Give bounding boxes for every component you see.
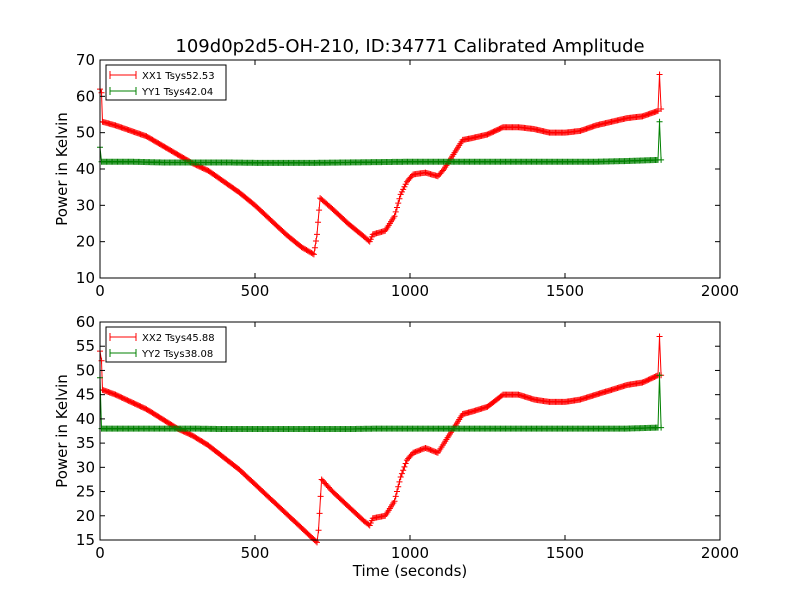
data-point bbox=[656, 333, 663, 340]
y-tick-label: 40 bbox=[76, 160, 95, 178]
x-tick-label: 0 bbox=[95, 544, 105, 562]
x-tick-label: 1000 bbox=[391, 544, 429, 562]
data-point bbox=[392, 208, 399, 215]
panel-1: 0 500 1000 1500 2000 10 20 30 40 50 60 70 Power in K… bbox=[53, 51, 739, 300]
series-2 bbox=[97, 118, 665, 166]
data-point bbox=[656, 372, 663, 379]
data-point bbox=[658, 156, 665, 163]
data-point bbox=[398, 188, 405, 195]
x-tick-label: 0 bbox=[95, 282, 105, 300]
y-tick-label: 50 bbox=[76, 124, 95, 142]
data-point bbox=[655, 107, 661, 114]
series-2 bbox=[97, 372, 665, 433]
legend-marker bbox=[109, 349, 137, 357]
data-point bbox=[398, 470, 405, 477]
x-tick-label: 2000 bbox=[701, 544, 739, 562]
data-point bbox=[396, 478, 403, 485]
legend-marker bbox=[109, 87, 137, 95]
data-point bbox=[316, 510, 323, 517]
data-point bbox=[396, 195, 403, 202]
legend: XX2 Tsys45.88 YY2 Tsys38.08 bbox=[105, 326, 227, 363]
data-point bbox=[310, 251, 317, 258]
data-point bbox=[653, 372, 660, 379]
data-point bbox=[397, 474, 404, 481]
y-tick-label: 55 bbox=[76, 337, 95, 355]
data-point bbox=[309, 250, 316, 257]
data-point bbox=[98, 89, 105, 96]
data-point bbox=[395, 200, 402, 207]
data-point bbox=[397, 191, 404, 198]
legend-box bbox=[105, 326, 227, 363]
data-point bbox=[656, 71, 663, 78]
legend-box bbox=[105, 64, 227, 101]
data-point bbox=[312, 538, 319, 545]
x-tick-label: 1500 bbox=[546, 282, 584, 300]
legend-label: XX1 Tsys52.53 bbox=[142, 71, 215, 82]
series-1 bbox=[97, 333, 665, 546]
y-tick-label: 10 bbox=[76, 269, 95, 287]
y-tick-label: 30 bbox=[76, 458, 95, 476]
y-tick-label: 60 bbox=[76, 313, 95, 331]
data-point bbox=[401, 463, 408, 470]
data-point bbox=[392, 493, 399, 500]
legend-marker bbox=[109, 333, 137, 341]
x-tick-label: 1500 bbox=[546, 544, 584, 562]
y-tick-label: 15 bbox=[76, 531, 95, 549]
legend-label: XX2 Tsys45.88 bbox=[142, 333, 215, 344]
series-line bbox=[99, 336, 662, 544]
data-point bbox=[316, 207, 323, 214]
x-axis-label: Time (seconds) bbox=[352, 562, 468, 580]
data-point bbox=[317, 493, 324, 500]
y-axis-label: Power in Kelvin bbox=[53, 112, 71, 226]
data-point bbox=[402, 460, 409, 467]
data-point bbox=[402, 181, 409, 188]
y-tick-label: 50 bbox=[76, 361, 95, 379]
y-tick-label: 45 bbox=[76, 386, 95, 404]
y-tick-label: 30 bbox=[76, 196, 95, 214]
data-point bbox=[658, 106, 665, 113]
data-point bbox=[315, 527, 322, 534]
y-tick-label: 20 bbox=[76, 233, 95, 251]
data-point bbox=[400, 467, 407, 474]
legend-marker bbox=[109, 71, 137, 79]
panel-2: 0 500 1000 1500 2000 15 20 25 30 35 40 45 50 55 60 Powe… bbox=[53, 313, 739, 580]
y-tick-label: 70 bbox=[76, 51, 95, 69]
legend-label: YY1 Tsys42.04 bbox=[141, 87, 213, 98]
x-tick-label: 2000 bbox=[701, 282, 739, 300]
data-point bbox=[315, 219, 322, 226]
data-point bbox=[439, 167, 446, 174]
data-point bbox=[393, 488, 400, 495]
data-point bbox=[656, 118, 663, 125]
data-point bbox=[395, 483, 402, 490]
data-point bbox=[658, 424, 665, 431]
x-tick-label: 500 bbox=[241, 544, 270, 562]
x-tick-label: 1000 bbox=[391, 282, 429, 300]
data-point bbox=[391, 213, 398, 220]
data-point bbox=[393, 204, 400, 211]
data-point bbox=[314, 231, 320, 238]
y-tick-label: 60 bbox=[76, 87, 95, 105]
y-tick-label: 20 bbox=[76, 507, 95, 525]
legend-label: YY2 Tsys38.08 bbox=[141, 349, 213, 360]
x-tick-label: 500 bbox=[241, 282, 270, 300]
y-tick-label: 40 bbox=[76, 410, 95, 428]
data-point bbox=[98, 357, 105, 364]
y-axis-label: Power in Kelvin bbox=[53, 374, 71, 488]
data-point bbox=[400, 186, 407, 193]
data-point bbox=[311, 244, 318, 251]
y-tick-label: 25 bbox=[76, 483, 95, 501]
legend: XX1 Tsys52.53 YY1 Tsys42.04 bbox=[105, 64, 227, 101]
data-point bbox=[312, 238, 319, 245]
data-point bbox=[401, 183, 408, 190]
data-point bbox=[391, 498, 398, 505]
y-tick-label: 35 bbox=[76, 434, 95, 452]
chart-title: 109d0p2d5-OH-210, ID:34771 Calibrated Am… bbox=[175, 36, 644, 57]
